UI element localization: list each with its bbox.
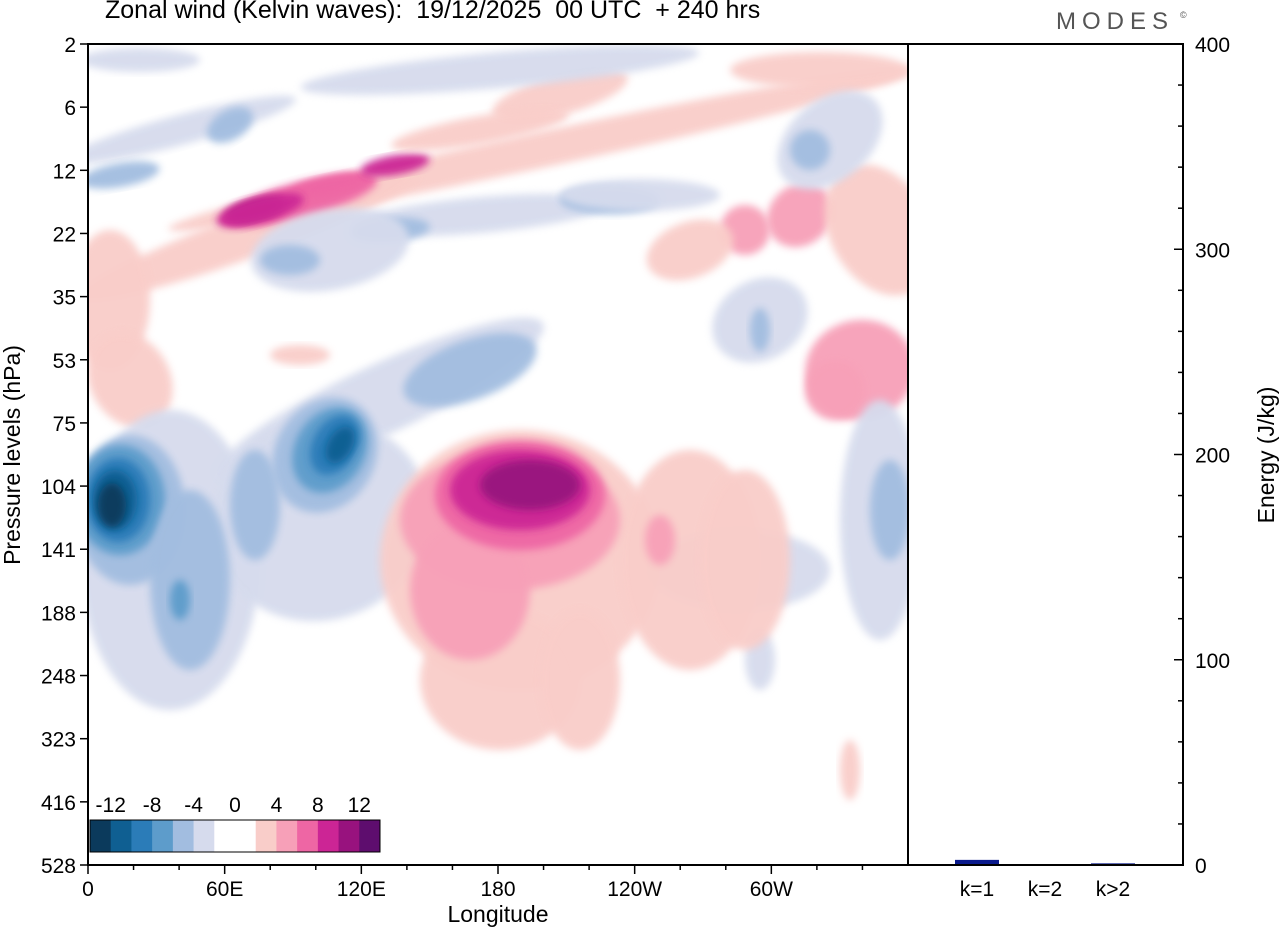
x-tick-label-3: 180 [480, 878, 515, 901]
colorbar-swatch-13 [359, 820, 381, 852]
contour-blob-27 [260, 245, 320, 275]
contour-blob-59 [700, 470, 790, 650]
contour-blob-25 [560, 179, 720, 211]
contour-blob-8 [492, 68, 628, 122]
colorbar-label-4: 4 [271, 794, 283, 817]
contour-blob-65 [480, 460, 580, 510]
x-axis-title: Longitude [447, 901, 548, 927]
contour-blob-42 [98, 483, 126, 527]
contour-blob-44 [170, 580, 190, 620]
y-tick-label-0: 2 [64, 34, 76, 57]
contour-blob-13 [646, 219, 734, 281]
y-tick-label-1: 6 [64, 97, 76, 120]
contour-blob-51 [870, 460, 908, 560]
colorbar-swatch-0 [90, 820, 112, 852]
colorbar-swatch-3 [152, 820, 174, 852]
brand-copyright-mark: © [1180, 10, 1187, 20]
colorbar-swatch-12 [338, 820, 360, 852]
contour-blob-33 [750, 308, 770, 352]
contour-blob-19 [88, 95, 296, 165]
energy-tick-label-3: 300 [1195, 239, 1230, 262]
contour-blob-9 [391, 109, 569, 151]
energy-tick-label-4: 400 [1195, 34, 1230, 57]
contour-blob-17 [270, 345, 330, 365]
colorbar-swatch-8 [255, 820, 277, 852]
energy-tick-label-2: 200 [1195, 445, 1230, 468]
contour-blob-10 [730, 52, 908, 88]
y-tick-label-2: 12 [53, 160, 76, 183]
colorbar-frame [89, 819, 381, 853]
contour-blob-20 [88, 161, 160, 189]
y-tick-label-9: 188 [41, 602, 76, 625]
y-tick-label-12: 416 [41, 792, 76, 815]
energy-frame [907, 43, 1184, 866]
contour-blob-57 [540, 610, 620, 750]
contour-blob-43 [150, 490, 230, 670]
colorbar-swatch-7 [235, 820, 257, 852]
contour-blob-21 [207, 106, 253, 144]
colorbar-swatch-10 [297, 820, 319, 852]
colorbar-swatch-6 [214, 820, 236, 852]
y-tick-label-5: 53 [53, 350, 76, 373]
contour-blob-7 [216, 192, 304, 228]
y-tick-label-8: 141 [41, 539, 76, 562]
contour-blob-11 [766, 182, 834, 248]
energy-bar-k=1 [955, 859, 999, 865]
colorbar-label-1: -8 [143, 794, 162, 817]
energy-axis-title: Energy (J/kg) [1253, 387, 1279, 524]
x-tick-label-5: 60W [750, 878, 793, 901]
energy-category-label-1: k=2 [1028, 878, 1062, 901]
colorbar-label-5: 8 [312, 794, 324, 817]
colorbar-label-0: -12 [96, 794, 126, 817]
brand-logo: MODES [1056, 8, 1175, 35]
energy-bars: k=1 k=2 k>2 [955, 859, 1135, 901]
y-tick-label-6: 75 [53, 413, 76, 436]
energy-category-label-2: k>2 [1096, 878, 1130, 901]
contour-blob-60 [645, 515, 675, 565]
colorbar-swatch-9 [276, 820, 298, 852]
contour-blob-49 [230, 450, 280, 560]
y-tick-label-7: 104 [41, 476, 76, 499]
contour-blob-48 [325, 426, 355, 464]
colorbar: -12 -8 -4 0 4 8 12 [89, 794, 381, 853]
y-tick-label-10: 248 [41, 666, 76, 689]
contour-blob-54 [840, 740, 860, 800]
y-tick-label-11: 323 [41, 729, 76, 752]
contour-blob-16 [805, 360, 865, 420]
colorbar-swatch-11 [317, 820, 340, 852]
energy-category-label-0: k=1 [960, 878, 994, 901]
x-tick-label-0: 0 [82, 878, 94, 901]
colorbar-label-6: 12 [348, 794, 371, 817]
contour-blob-6 [360, 153, 430, 177]
contour-blob-5 [290, 172, 370, 198]
y-tick-label-3: 22 [53, 223, 76, 246]
colorbar-swatch-1 [110, 820, 132, 852]
colorbar-swatch-2 [131, 820, 153, 852]
colorbar-label-3: 0 [229, 794, 241, 817]
y-axis-title: Pressure levels (hPa) [0, 345, 25, 565]
contour-blob-29 [88, 48, 200, 72]
y-tick-label-4: 35 [53, 287, 76, 310]
y-tick-label-13: 528 [41, 855, 76, 878]
x-tick-label-1: 60E [206, 878, 243, 901]
x-tick-label-2: 120E [337, 878, 386, 901]
contour-blob-35 [403, 333, 537, 407]
energy-tick-label-0: 0 [1195, 855, 1207, 878]
contour-blob-62 [410, 520, 530, 660]
colorbar-label-2: -4 [184, 794, 203, 817]
x-tick-label-4: 120W [607, 878, 662, 901]
energy-tick-label-1: 100 [1195, 650, 1230, 673]
colorbar-swatch-5 [193, 820, 215, 852]
contour-blob-18 [88, 332, 173, 428]
contour-blob-31 [790, 130, 830, 170]
chart-title: Zonal wind (Kelvin waves): 19/12/2025 00… [105, 0, 761, 24]
contour-blob-28 [300, 44, 700, 96]
heatmap-field [88, 44, 908, 800]
colorbar-swatch-4 [172, 820, 195, 852]
